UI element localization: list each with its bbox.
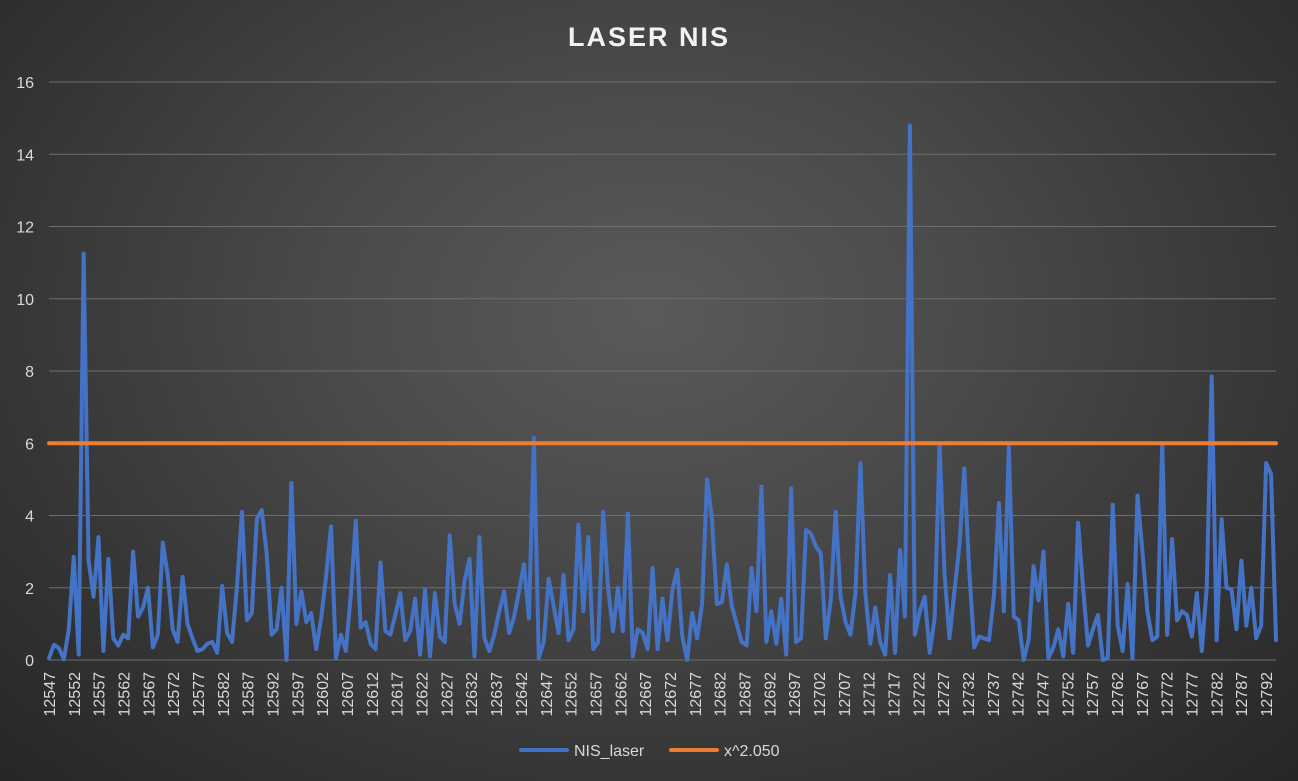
- x-tick-label: 12792: [1259, 672, 1276, 717]
- x-tick-label: 12657: [588, 672, 605, 717]
- x-tick-label: 12577: [191, 672, 208, 717]
- x-tick-label: 12697: [787, 672, 804, 717]
- x-tick-label: 12647: [539, 672, 556, 717]
- series-line-nis-laser: [47, 123, 1278, 662]
- y-axis-tick-labels: 0 2 4 6 8 10 12 14 16: [16, 75, 34, 670]
- x-tick-label: 12667: [638, 672, 655, 717]
- x-tick-label: 12552: [67, 672, 84, 717]
- x-tick-label: 12642: [514, 672, 531, 717]
- x-tick-label: 12557: [92, 672, 109, 717]
- x-tick-label: 12722: [911, 672, 928, 717]
- x-tick-label: 12587: [241, 672, 258, 717]
- x-tick-label: 12737: [986, 672, 1003, 717]
- y-tick-label: 16: [16, 75, 34, 92]
- x-tick-label: 12692: [762, 672, 779, 717]
- legend-label-nis-laser: NIS_laser: [574, 743, 645, 760]
- x-tick-label: 12547: [42, 672, 59, 717]
- x-tick-label: 12687: [737, 672, 754, 717]
- x-tick-label: 12787: [1234, 672, 1251, 717]
- x-tick-label: 12592: [266, 672, 283, 717]
- y-tick-label: 4: [25, 509, 34, 526]
- x-tick-label: 12712: [862, 672, 879, 717]
- x-tick-label: 12617: [390, 672, 407, 717]
- x-tick-label: 12767: [1135, 672, 1152, 717]
- y-tick-label: 6: [25, 436, 34, 453]
- y-tick-label: 14: [16, 147, 34, 164]
- x-tick-label: 12717: [886, 672, 903, 717]
- gridlines: [49, 81, 1276, 661]
- chart-title: LASER NIS: [568, 22, 730, 52]
- x-tick-label: 12632: [464, 672, 481, 717]
- x-tick-label: 12752: [1060, 672, 1077, 717]
- x-tick-label: 12757: [1085, 672, 1102, 717]
- x-tick-label: 12732: [961, 672, 978, 717]
- x-tick-label: 12582: [216, 672, 233, 717]
- x-tick-label: 12762: [1110, 672, 1127, 717]
- x-tick-label: 12702: [812, 672, 829, 717]
- x-tick-label: 12672: [663, 672, 680, 717]
- x-tick-label: 12677: [688, 672, 705, 717]
- x-tick-label: 12567: [141, 672, 158, 717]
- x-tick-label: 12572: [166, 672, 183, 717]
- y-tick-label: 2: [25, 581, 34, 598]
- x-tick-label: 12772: [1160, 672, 1177, 717]
- x-tick-label: 12607: [340, 672, 357, 717]
- x-tick-label: 12742: [1011, 672, 1028, 717]
- x-tick-label: 12682: [713, 672, 730, 717]
- y-tick-label: 12: [16, 220, 34, 237]
- x-tick-label: 12777: [1185, 672, 1202, 717]
- plot-area: [47, 123, 1278, 662]
- legend-label-threshold: x^2.050: [724, 743, 780, 760]
- x-tick-label: 12622: [415, 672, 432, 717]
- x-tick-label: 12662: [613, 672, 630, 717]
- x-tick-label: 12562: [117, 672, 134, 717]
- x-tick-label: 12612: [365, 672, 382, 717]
- x-tick-label: 12727: [936, 672, 953, 717]
- y-tick-label: 0: [25, 653, 34, 670]
- x-tick-label: 12627: [439, 672, 456, 717]
- x-tick-label: 12782: [1209, 672, 1226, 717]
- x-axis-tick-labels: 12547 12552 12557 12562 12567 12572 12577 12582…: [42, 672, 1276, 717]
- x-tick-label: 12602: [315, 672, 332, 717]
- legend: NIS_laser x^2.050: [519, 743, 780, 760]
- x-tick-label: 12637: [489, 672, 506, 717]
- x-tick-label: 12747: [1036, 672, 1053, 717]
- x-tick-label: 12707: [837, 672, 854, 717]
- y-tick-label: 10: [16, 292, 34, 309]
- x-tick-label: 12597: [290, 672, 307, 717]
- y-tick-label: 8: [25, 364, 34, 381]
- x-tick-label: 12652: [564, 672, 581, 717]
